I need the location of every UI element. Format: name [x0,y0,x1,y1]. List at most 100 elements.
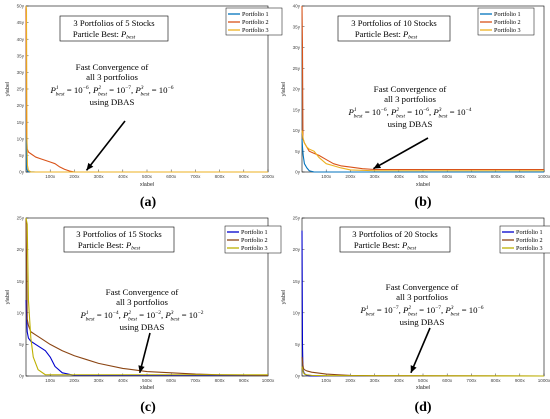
y-tick-label: 40y [17,37,25,42]
panel-b: 100x 200x 300x 400x 500x 600x 700x 800x 900x 1000… [281,4,550,210]
x-tick-label: 900x [239,174,250,179]
legend-label: Portfolio 2 [241,237,268,244]
x-tick-label: 800x [491,378,502,383]
y-tick-label: 5y [19,342,25,347]
title-line-1: 3 Portfolios of 20 Stocks [352,229,438,239]
arrow-head [86,162,94,171]
x-tick-label: 200x [345,174,356,179]
arrow-shaft [372,137,429,170]
x-tick-label: 1000x [538,378,550,383]
annotation: Fast Convergence of all 3 portfolios P1 b… [50,62,174,107]
annotation-line-1: Fast Convergence of [374,84,447,94]
y-tick-label: 0y [19,170,25,175]
panel-label: (d) [414,400,431,415]
x-tick-label: 600x [442,378,453,383]
title-line-2: Particle Best: Pbest [78,240,141,252]
annotation-formula: P1 best = 10−6, P2 best = 10−6, P3 best = 1… [348,107,472,120]
y-tick-label: 10y [17,310,25,315]
y-tick-label: 5y [295,342,301,347]
title-box [339,226,451,253]
legend-label: Portfolio 1 [494,11,521,18]
x-tick-label: 500x [418,174,429,179]
x-tick-label: 400x [118,378,129,383]
legend-label: Portfolio 3 [242,27,269,34]
y-tick-label: 15y [293,107,301,112]
x-tick-label: 700x [466,378,477,383]
x-tick-label: 300x [94,174,105,179]
annotation-line-1: Fast Convergence of [106,287,179,297]
x-tick-label: 500x [142,174,153,179]
series-group [25,5,268,173]
x-tick-label: 400x [118,174,129,179]
y-tick-label: 15y [17,120,25,125]
y-tick-label: 40y [293,4,301,9]
x-tick-label: 400x [394,174,405,179]
series-group [25,217,269,376]
x-tick-label: 100x [321,378,332,383]
series-group [301,5,544,173]
y-tick-label: 20y [293,87,301,92]
x-tick-label: 600x [442,174,453,179]
x-tick-label: 800x [215,174,226,179]
tick-group: 100x 200x 300x 400x 500x 600x 700x 800x 900x 1000… [293,4,550,179]
x-tick-label: 500x [418,378,429,383]
annotation-line-2: all 3 portfolios [116,297,168,307]
chart-title: 3 Portfolios of 20 Stocks Particle Best:… [339,226,451,253]
annotation-formula: P1 best = 10−7, P2 best = 10−7, P3 best = 1… [360,305,484,318]
annotation-line-2: all 3 portfolios [86,72,138,82]
x-tick-label: 900x [239,378,250,383]
y-tick-label: 10y [17,136,25,141]
y-axis-label: ylabel [281,290,287,304]
panel-label: (c) [140,400,156,415]
series-line-portfolio-3 [25,5,268,173]
legend-label: Portfolio 3 [241,245,268,252]
title-line-1: 3 Portfolios of 10 Stocks [351,18,437,28]
x-tick-label: 700x [466,174,477,179]
x-tick-label: 300x [94,378,105,383]
legend-label: Portfolio 1 [242,11,269,18]
x-tick-label: 300x [370,378,381,383]
arrow-head [138,365,145,373]
x-tick-label: 300x [370,174,381,179]
title-box [337,15,451,42]
chart-title: 3 Portfolios of 15 Stocks Particle Best:… [63,226,175,253]
legend-label: Portfolio 2 [516,237,543,244]
y-tick-label: 0y [19,374,25,379]
y-tick-label: 0y [295,170,301,175]
y-axis-label: ylabel [5,82,11,96]
panel-c: 100x 200x 300x 400x 500x 600x 700x 800x 900x 1000… [5,216,282,415]
annotation-arrow [372,137,429,170]
y-tick-label: 25y [293,66,301,71]
legend-label: Portfolio 1 [516,229,543,236]
panel-d: 100x 200x 300x 400x 500x 600x 700x 800x 900x 1000… [281,216,550,415]
x-tick-label: 100x [321,174,332,179]
x-tick-label: 800x [491,174,502,179]
tick-group: 100x 200x 300x 400x 500x 600x 700x 800x 900x 1000… [17,4,275,179]
annotation-line-2: all 3 portfolios [396,292,448,302]
y-tick-label: 0y [295,374,301,379]
annotation-line-1: Fast Convergence of [386,282,459,292]
x-tick-label: 1000x [538,174,550,179]
chart-title: 3 Portfolios of 10 Stocks Particle Best:… [337,15,451,42]
x-tick-label: 200x [69,378,80,383]
annotation-line-4: using DBAS [400,317,445,327]
y-tick-label: 30y [293,45,301,50]
x-tick-label: 200x [69,174,80,179]
y-tick-label: 50y [17,4,25,9]
x-tick-label: 500x [142,378,153,383]
series-line-portfolio-1 [301,138,544,173]
title-line-2: Particle Best: Pbest [73,29,136,41]
y-tick-label: 20y [17,247,25,252]
y-tick-label: 5y [19,153,25,158]
x-tick-label: 700x [190,378,201,383]
annotation-line-4: using DBAS [120,322,165,332]
series-line-portfolio-3 [301,130,544,172]
y-tick-label: 30y [17,70,25,75]
annotation: Fast Convergence of all 3 portfolios P1 b… [80,287,204,332]
tick-group: 100x 200x 300x 400x 500x 600x 700x 800x 900x 1000… [293,216,550,383]
x-tick-label: 400x [394,378,405,383]
y-tick-label: 25y [293,216,301,221]
